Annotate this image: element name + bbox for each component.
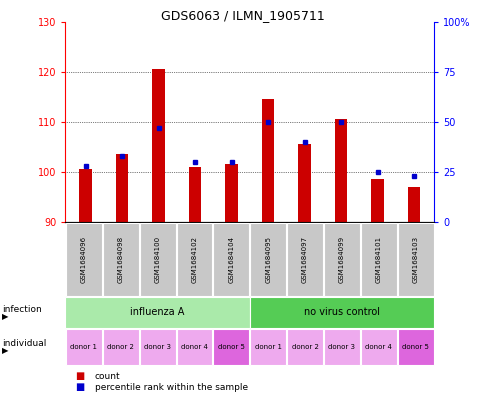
Text: GSM1684095: GSM1684095	[265, 236, 271, 283]
Text: donor 1: donor 1	[70, 344, 97, 350]
Text: GSM1684102: GSM1684102	[191, 236, 197, 283]
Bar	[298, 144, 310, 222]
Text: donor 1: donor 1	[254, 344, 281, 350]
Text: donor 3: donor 3	[144, 344, 171, 350]
Text: GSM1684103: GSM1684103	[412, 236, 418, 283]
Text: donor 4: donor 4	[181, 344, 208, 350]
Text: count: count	[94, 372, 120, 381]
Bar	[407, 187, 420, 222]
Text: infection: infection	[2, 305, 42, 314]
Bar	[152, 69, 165, 222]
Text: GSM1684100: GSM1684100	[154, 236, 160, 283]
Text: percentile rank within the sample: percentile rank within the sample	[94, 383, 247, 391]
Text: donor 5: donor 5	[401, 344, 428, 350]
Bar	[261, 99, 274, 222]
Text: GDS6063 / ILMN_1905711: GDS6063 / ILMN_1905711	[160, 9, 324, 22]
Text: individual: individual	[2, 339, 46, 348]
Text: GSM1684104: GSM1684104	[228, 236, 234, 283]
Text: GSM1684097: GSM1684097	[302, 236, 307, 283]
Bar	[115, 154, 128, 222]
Bar	[334, 119, 347, 222]
Bar	[225, 164, 238, 222]
Text: donor 4: donor 4	[364, 344, 392, 350]
Text: ■: ■	[75, 371, 84, 382]
Text: GSM1684101: GSM1684101	[375, 236, 381, 283]
Text: donor 3: donor 3	[328, 344, 355, 350]
Text: GSM1684098: GSM1684098	[118, 236, 123, 283]
Text: donor 2: donor 2	[107, 344, 134, 350]
Bar	[188, 167, 201, 222]
Text: GSM1684096: GSM1684096	[81, 236, 87, 283]
Text: ■: ■	[75, 382, 84, 392]
Text: donor 5: donor 5	[217, 344, 244, 350]
Bar	[79, 169, 92, 222]
Text: no virus control: no virus control	[303, 307, 379, 318]
Text: ▶: ▶	[2, 312, 8, 321]
Text: ▶: ▶	[2, 346, 8, 355]
Text: influenza A: influenza A	[130, 307, 184, 318]
Text: donor 2: donor 2	[291, 344, 318, 350]
Bar	[370, 180, 383, 222]
Text: GSM1684099: GSM1684099	[338, 236, 344, 283]
